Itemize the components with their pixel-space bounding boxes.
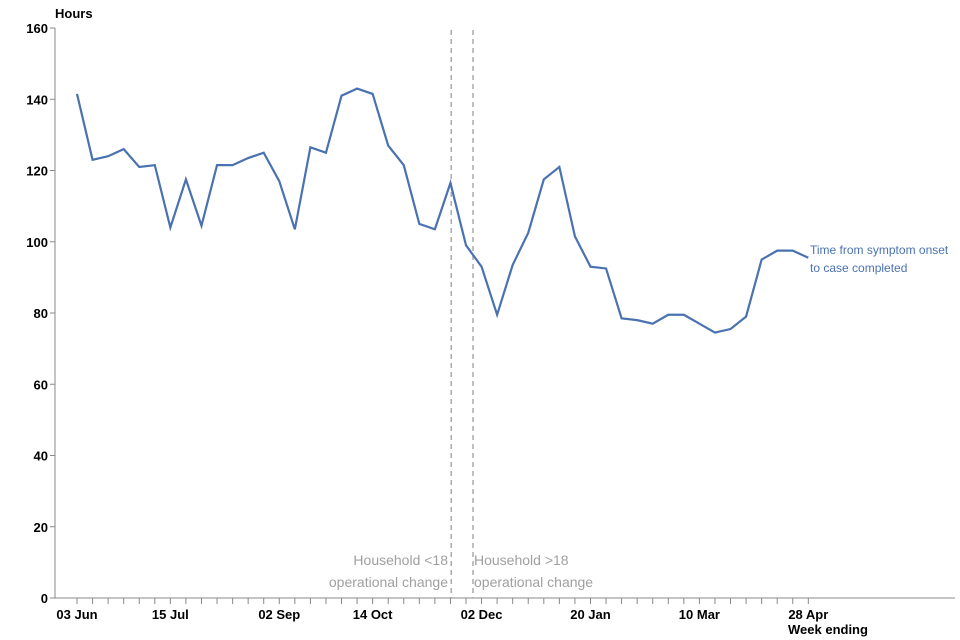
x-axis-title: Week ending (788, 622, 868, 637)
x-tick-label: 02 Sep (258, 607, 300, 622)
series-line (75, 87, 809, 334)
y-tick-label: 40 (34, 449, 48, 464)
y-tick-label: 60 (34, 377, 48, 392)
annotation: Household <18 operational change (328, 552, 448, 590)
y-tick-label: 0 (41, 591, 48, 606)
x-tick-label: 02 Dec (461, 607, 503, 622)
annotation: Household >18 operational change (474, 552, 594, 590)
y-tick-label: 120 (26, 164, 48, 179)
series-label: Time from symptom onset to case complete… (810, 243, 949, 275)
y-axis-title: Hours (55, 6, 93, 21)
x-tick-label: 28 Apr (788, 607, 828, 622)
x-tick-label: 03 Jun (56, 607, 97, 622)
x-tick-label: 14 Oct (353, 607, 393, 622)
x-tick-label: 10 Mar (679, 607, 720, 622)
y-tick-label: 20 (34, 520, 48, 535)
x-tick-label: 20 Jan (570, 607, 611, 622)
y-tick-label: 80 (34, 306, 48, 321)
y-tick-label: 100 (26, 235, 48, 250)
y-tick-label: 160 (26, 21, 48, 36)
y-tick-label: 140 (26, 92, 48, 107)
x-tick-label: 15 Jul (152, 607, 189, 622)
